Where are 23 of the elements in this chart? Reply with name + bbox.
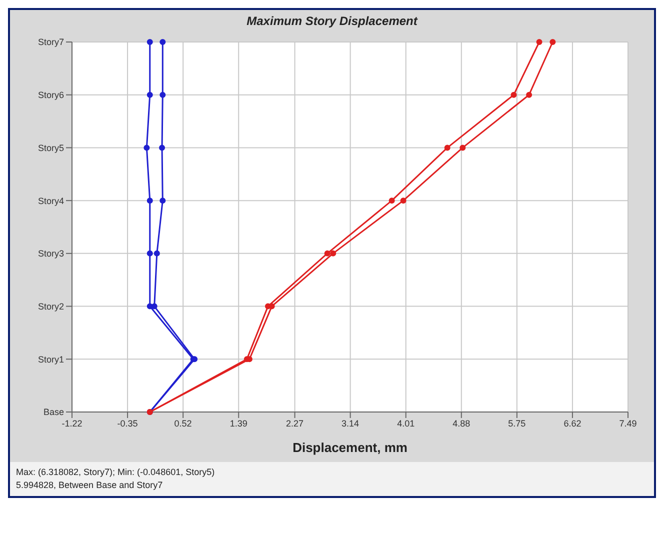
text: Max: (6.318082, Story7); Min: (-0.048601, Story5)	[16, 466, 216, 479]
x-tick-label: 1.39	[230, 418, 248, 428]
y-tick-label: Story2	[38, 301, 64, 312]
x-tick-label: 4.88	[452, 418, 470, 428]
x-tick-label: 5.75	[508, 418, 526, 428]
y-tick-label: Story7	[38, 37, 64, 48]
x-tick-label: -1.22	[62, 418, 82, 428]
y-tick-label: Story3	[38, 248, 64, 259]
y-tick-label: Story4	[38, 196, 64, 206]
x-tick-label: 6.62	[564, 418, 582, 428]
chart-title: Maximum Story Displacement	[246, 13, 419, 30]
x-tick-label: 2.27	[286, 418, 304, 428]
x-axis-title: Displacement, mm	[292, 440, 408, 455]
text: 5.994828, Between Base and Story7	[16, 479, 164, 492]
x-tick-label: 0.52	[174, 418, 192, 428]
x-tick-label: 4.01	[397, 418, 415, 428]
x-tick-label: 7.49	[619, 418, 637, 428]
y-tick-label: Story6	[38, 90, 64, 100]
x-tick-label: 3.14	[342, 418, 360, 428]
y-tick-label: Story1	[38, 354, 64, 364]
x-tick-label: -0.35	[117, 418, 138, 428]
y-tick-label: Story5	[38, 142, 64, 153]
y-tick-label: Base	[43, 407, 64, 418]
